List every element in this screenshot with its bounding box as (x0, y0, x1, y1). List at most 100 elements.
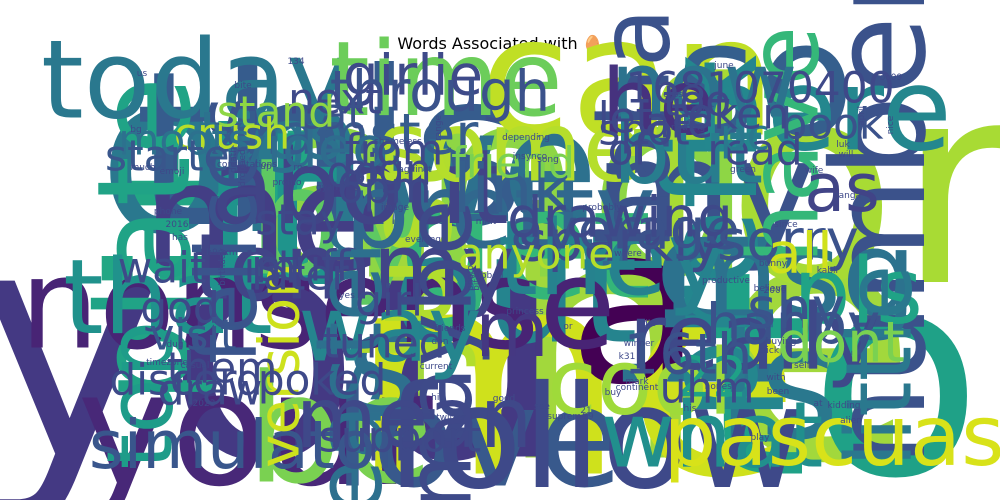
word-just-30: just (341, 146, 480, 367)
word-felices-57: felices (178, 96, 276, 364)
word-range-198: range (434, 114, 444, 141)
word-tuned-99: tuned (322, 319, 445, 368)
word-bit-178: bit (472, 279, 482, 291)
word-has-150: has (172, 233, 188, 243)
word-love-24: love (333, 358, 623, 500)
word-wife-118: wife (805, 166, 824, 176)
word-drawing-70: drawing (507, 186, 733, 251)
word-me-16: me (143, 131, 382, 306)
word-k31-134: k31 (619, 352, 636, 362)
word-21-196: 21 (580, 406, 591, 416)
word-emoji-153: emoji (160, 167, 185, 177)
word-let-109: let (598, 94, 652, 143)
word-productive-188: productive (702, 276, 750, 286)
word-probably-182: probably (582, 203, 622, 213)
word-gyan-165: gyan (316, 183, 338, 193)
word-do-107: do (327, 148, 380, 197)
word-sorry-71: sorry (717, 209, 859, 274)
word-depending-168: depending (502, 133, 550, 143)
word-since-119: since (774, 220, 798, 230)
word-16th-77: 16th (624, 323, 753, 388)
word-image-171: image (381, 203, 409, 213)
word-next-83: next (288, 75, 382, 124)
word-bite-157: bite (234, 81, 252, 91)
word-simulator-61: simulator (89, 406, 404, 484)
word-casual-147: casual (181, 361, 210, 371)
word-believe-122: believe (754, 284, 787, 294)
word-at-127: at (813, 399, 823, 409)
word-don-138: don (432, 337, 449, 347)
word-by-15: by (248, 135, 432, 310)
word-us-156: us (137, 69, 148, 79)
word-tommy-39: tommy (193, 216, 514, 321)
word-xhamster-66: xhamster (212, 103, 479, 168)
word-today-33: today (41, 17, 351, 144)
word-can-12: can (479, 0, 776, 175)
word-promo-164: promo (273, 178, 302, 188)
word-against-167: against (398, 165, 432, 175)
word-much-154: much (130, 163, 155, 173)
word-girlie-64: girlie (343, 44, 483, 109)
word-honest-184: honest (705, 382, 736, 392)
word-poked-98: poked (258, 356, 387, 405)
word-all-72: all (767, 222, 833, 287)
word-anyone-103: anyone (458, 230, 614, 279)
word-oo09-193: oo09 (880, 73, 903, 83)
word-friend-104: friend (451, 139, 575, 188)
word-read-79: read (707, 126, 802, 175)
word-spot-110: spot (598, 106, 689, 155)
word-plate-26: plate (70, 76, 220, 403)
word-have-42: have (728, 26, 841, 264)
word-average-69: average (510, 198, 740, 263)
word-continent-183: continent (616, 383, 659, 393)
word-out-18: out (392, 203, 638, 378)
word-what-55: what (601, 384, 824, 489)
word-up-162: up (260, 162, 272, 172)
word-book-81: book (780, 100, 884, 149)
chart-title: Words Associated with 🥚 (397, 34, 603, 53)
word-self-185: self (794, 361, 811, 371)
word-msg-31: msg (663, 206, 918, 345)
word-in-11: in (590, 220, 820, 400)
word-m-60: m (475, 286, 549, 374)
word-twitter-144: twitter (436, 413, 466, 423)
word-them-96: them (167, 344, 278, 393)
word-friends-139: friends (434, 324, 465, 334)
word-cass-195: cass (663, 90, 683, 100)
word-version-63: version (248, 262, 313, 467)
word-of-111: of (608, 126, 650, 175)
word-dont-75: dont (777, 311, 904, 376)
word-get-17: get (398, 156, 651, 335)
word-stand-85: stand (217, 88, 335, 137)
word-bunny-123: bunny (759, 259, 788, 269)
word-moots-87: moots (118, 116, 250, 165)
word-sparkly-68: sparkly (518, 210, 722, 275)
word-luk-117: luk (836, 140, 850, 150)
word-little-51: little (828, 265, 933, 468)
word-number-27: number (805, 0, 955, 467)
word-on-7: on (98, 27, 372, 283)
word-nothing-190: nothing (671, 123, 705, 133)
word-cat-84: cat (298, 90, 364, 139)
word-2000-121: 2000 (764, 286, 787, 296)
word-yes-175: yes (339, 291, 355, 301)
word-mark-133: mark (625, 377, 649, 387)
word-nonsense-29: nonsense (20, 233, 616, 378)
word-follow-25: follow (385, 355, 805, 500)
word-are-112: are (645, 99, 713, 148)
word-winner-135: winner (624, 339, 655, 349)
word-cool-48: cool (547, 331, 733, 436)
word-sign-105: sign (344, 146, 431, 195)
word-for-3: for (628, 22, 1000, 348)
word-2016-151: 2016 (166, 220, 189, 230)
word-2023-146: 2023 (193, 399, 216, 409)
word-subbed-180: subbed (470, 271, 503, 281)
word-see-142: see (534, 402, 550, 412)
word-will-116: will (839, 150, 854, 160)
word-his-131: his (684, 404, 697, 414)
word-it-9: it (198, 85, 342, 335)
word-crush-86: crush (174, 110, 290, 159)
word-uhm-78: uhm (660, 364, 755, 413)
word-april-191: april (857, 106, 867, 126)
word-pascuas-56: pascuas (663, 387, 1000, 485)
